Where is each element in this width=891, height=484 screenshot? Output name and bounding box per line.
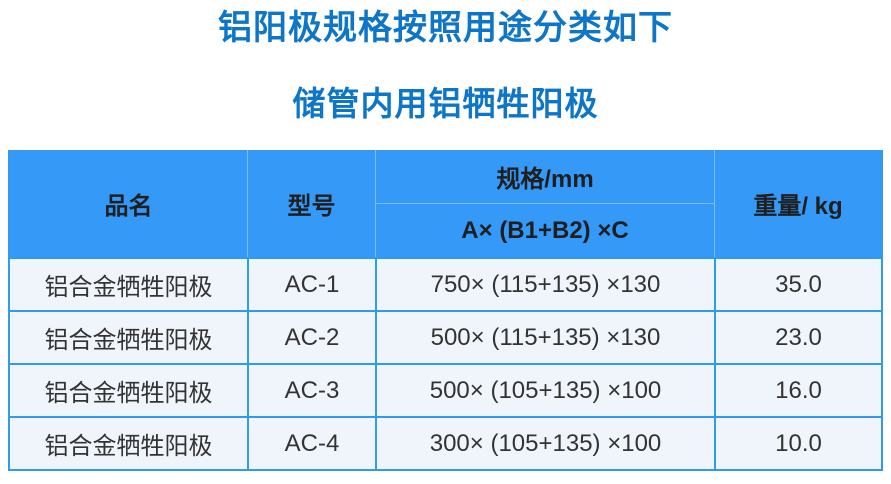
- table-header-row: 品名 型号 规格/mm A× (B1+B2) ×C 重量/ kg: [10, 150, 881, 257]
- spec-table: 品名 型号 规格/mm A× (B1+B2) ×C 重量/ kg 铝合金牺牲阳极…: [8, 150, 883, 471]
- table-row: 铝合金牺牲阳极 AC-2 500× (115+135) ×130 23.0: [10, 310, 881, 363]
- cell-name: 铝合金牺牲阳极: [44, 327, 213, 354]
- table-row: 铝合金牺牲阳极 AC-3 500× (105+135) ×100 16.0: [10, 363, 881, 416]
- cell-weight: 16.0: [714, 365, 881, 416]
- cell-weight: 23.0: [714, 312, 881, 363]
- cell-spec: 500× (115+135) ×130: [375, 312, 714, 363]
- cell-weight: 35.0: [714, 259, 881, 310]
- cell-model: AC-1: [247, 259, 375, 310]
- cell-spec: 750× (115+135) ×130: [375, 259, 714, 310]
- cell-name: 铝合金牺牲阳极: [44, 380, 213, 407]
- header-cell-spec-formula: A× (B1+B2) ×C: [461, 216, 629, 244]
- header-cell-weight: 重量/ kg: [714, 150, 881, 257]
- header-cell-model: 型号: [247, 150, 375, 257]
- cell-spec: 300× (105+135) ×100: [375, 418, 714, 469]
- cell-weight: 10.0: [714, 418, 881, 469]
- table-row: 铝合金牺牲阳极 AC-4 300× (105+135) ×100 10.0: [10, 416, 881, 469]
- cell-model: AC-2: [247, 312, 375, 363]
- cell-name: 铝合金牺牲阳极: [44, 274, 213, 301]
- cell-model: AC-3: [247, 365, 375, 416]
- cell-model: AC-4: [247, 418, 375, 469]
- header-cell-spec-label: 规格/mm: [376, 150, 714, 204]
- cell-name: 铝合金牺牲阳极: [44, 433, 213, 460]
- table-row: 铝合金牺牲阳极 AC-1 750× (115+135) ×130 35.0: [10, 257, 881, 310]
- page-title: 铝阳极规格按照用途分类如下: [218, 9, 673, 47]
- header-cell-name: 品名: [104, 193, 153, 220]
- header-cell-spec: 规格/mm A× (B1+B2) ×C: [375, 150, 714, 257]
- page-subtitle: 储管内用铝牺牲阳极: [292, 85, 599, 122]
- cell-spec: 500× (105+135) ×100: [375, 365, 714, 416]
